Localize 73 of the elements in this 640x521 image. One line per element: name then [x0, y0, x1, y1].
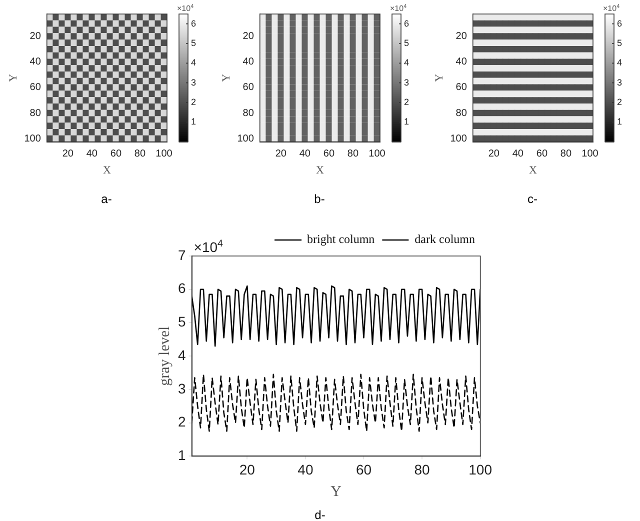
y-tick-label: 40 — [456, 56, 468, 68]
legend-label: bright column — [307, 232, 375, 246]
x-tick-label: 60 — [110, 148, 122, 160]
color-bar-label: 6 — [404, 18, 410, 28]
text: b- — [313, 192, 326, 206]
x-tick-label: 60 — [356, 461, 372, 478]
y-tick-label: 100 — [24, 133, 42, 144]
x-tick-label: 20 — [275, 148, 287, 160]
y-tick-label: 20 — [242, 31, 254, 42]
x-tick-label: 80 — [347, 148, 359, 160]
y-tick-label: 4 — [178, 346, 186, 363]
x-tick-label: 100 — [582, 148, 599, 160]
x-tick-label: 100 — [368, 148, 386, 160]
y-tick-label: 60 — [456, 82, 468, 94]
x-axis-title: X — [316, 164, 324, 176]
color-bar-label: 4 — [191, 58, 196, 68]
color-bar-label: 5 — [191, 38, 196, 48]
y-tick-label: 60 — [242, 82, 254, 94]
y-tick-label: 100 — [450, 133, 468, 144]
y-tick-label: 80 — [456, 108, 468, 119]
color-bar-label: 3 — [617, 77, 622, 88]
color-bar-label: 1 — [191, 116, 196, 127]
color-bar-label: 3 — [404, 77, 410, 88]
y-tick-label: 20 — [456, 31, 468, 42]
color-bar-label: 1 — [617, 116, 622, 127]
x-tick-label: 20 — [62, 148, 74, 160]
y-tick-label: 60 — [30, 82, 42, 94]
y-tick-label: 2 — [178, 414, 186, 430]
color-bar-label: 5 — [617, 38, 622, 48]
x-tick-label: 60 — [323, 148, 335, 160]
y-axis-title: gray level — [156, 326, 173, 386]
y-tick-label: 3 — [178, 380, 186, 396]
text: c- — [526, 192, 538, 206]
x-axis-title: X — [528, 164, 537, 176]
y-tick-label: 1 — [178, 447, 186, 464]
x-axis-title: X — [102, 164, 111, 176]
y-tick-label: 20 — [30, 31, 42, 42]
x-tick-label: 40 — [298, 461, 314, 478]
x-tick-label: 40 — [512, 148, 524, 160]
y-axis-title: Y — [433, 74, 446, 82]
color-bar-label: 6 — [617, 18, 622, 28]
color-bar-label: 1 — [404, 116, 410, 127]
y-tick-label: 40 — [242, 56, 254, 68]
color-bar-label: 4 — [617, 58, 622, 68]
text: d- — [314, 508, 326, 521]
y-axis-title: Y — [7, 74, 20, 82]
x-tick-label: 60 — [536, 148, 548, 160]
x-tick-label: 80 — [134, 148, 146, 160]
y-tick-label: 80 — [30, 108, 42, 119]
color-bar-label: 4 — [404, 58, 410, 68]
x-tick-label: 100 — [468, 461, 492, 478]
y-tick-label: 5 — [178, 314, 186, 330]
x-tick-label: 40 — [86, 148, 98, 160]
y-tick-label: 6 — [178, 280, 186, 296]
text: a- — [100, 192, 113, 206]
x-axis-title: Y — [330, 484, 342, 500]
color-bar-label: 2 — [191, 96, 196, 107]
color-bar-label: 2 — [404, 96, 410, 107]
y-tick-label: 40 — [30, 56, 42, 68]
color-bar-label: 3 — [191, 77, 196, 88]
x-tick-label: 80 — [560, 148, 572, 160]
y-tick-label: 7 — [178, 246, 186, 263]
y-tick-label: 100 — [237, 133, 254, 144]
x-tick-label: 80 — [414, 461, 430, 478]
y-tick-label: 80 — [242, 108, 254, 119]
color-bar-label: 6 — [191, 18, 196, 28]
color-bar-label: 5 — [404, 38, 410, 48]
y-axis-title: Y — [220, 74, 232, 82]
x-tick-label: 40 — [299, 148, 311, 160]
legend-label: dark column — [414, 232, 476, 246]
x-tick-label: 20 — [488, 148, 500, 160]
color-bar-label: 2 — [617, 96, 622, 107]
x-tick-label: 100 — [156, 148, 173, 160]
